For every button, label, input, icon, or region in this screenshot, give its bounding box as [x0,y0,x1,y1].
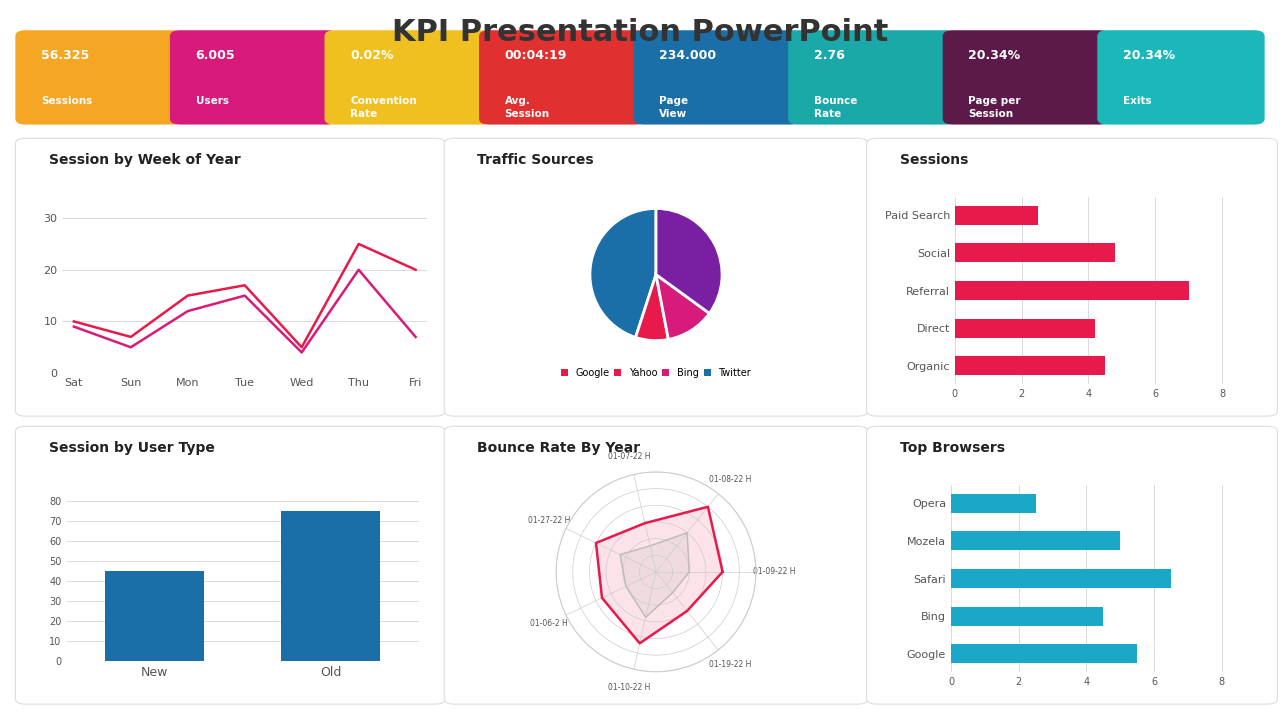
Text: 20.34%: 20.34% [968,49,1020,62]
Wedge shape [655,274,709,339]
Text: 6.005: 6.005 [196,49,236,62]
Text: Session by User Type: Session by User Type [49,441,215,454]
Text: Bounce
Rate: Bounce Rate [814,96,858,119]
Text: Page per
Session: Page per Session [968,96,1021,119]
Text: 0.02%: 0.02% [351,49,393,62]
Text: Users: Users [196,96,229,106]
Text: Sessions: Sessions [41,96,92,106]
Bar [951,569,1171,588]
Bar [105,571,204,661]
Text: 00:04:19: 00:04:19 [504,49,567,62]
Text: Bounce Rate By Year: Bounce Rate By Year [477,441,640,454]
Bar [955,319,1096,338]
Text: 20.34%: 20.34% [1123,49,1175,62]
Polygon shape [596,507,723,643]
Text: Traffic Sources: Traffic Sources [477,153,594,166]
Polygon shape [620,533,690,617]
Text: Session by Week of Year: Session by Week of Year [49,153,241,166]
Legend: Google, Yahoo, Bing, Twitter: Google, Yahoo, Bing, Twitter [557,364,755,382]
Bar [955,281,1189,300]
Text: KPI Presentation PowerPoint: KPI Presentation PowerPoint [392,18,888,47]
Text: Exits: Exits [1123,96,1152,106]
Text: Top Browsers: Top Browsers [900,441,1005,454]
Text: 234.000: 234.000 [659,49,717,62]
Text: Avg.
Session: Avg. Session [504,96,550,119]
Bar [282,510,380,661]
Bar [951,644,1137,663]
Bar [955,206,1038,225]
Text: Convention
Rate: Convention Rate [351,96,417,119]
Bar [951,607,1103,626]
Wedge shape [636,274,668,341]
Bar [951,494,1036,513]
Bar [955,356,1105,375]
Wedge shape [590,209,655,338]
Text: 2.76: 2.76 [814,49,845,62]
Bar [951,531,1120,550]
Text: 56.325: 56.325 [41,49,90,62]
Wedge shape [655,209,722,313]
Text: Sessions: Sessions [900,153,968,166]
Bar [955,243,1115,262]
Text: Page
View: Page View [659,96,689,119]
